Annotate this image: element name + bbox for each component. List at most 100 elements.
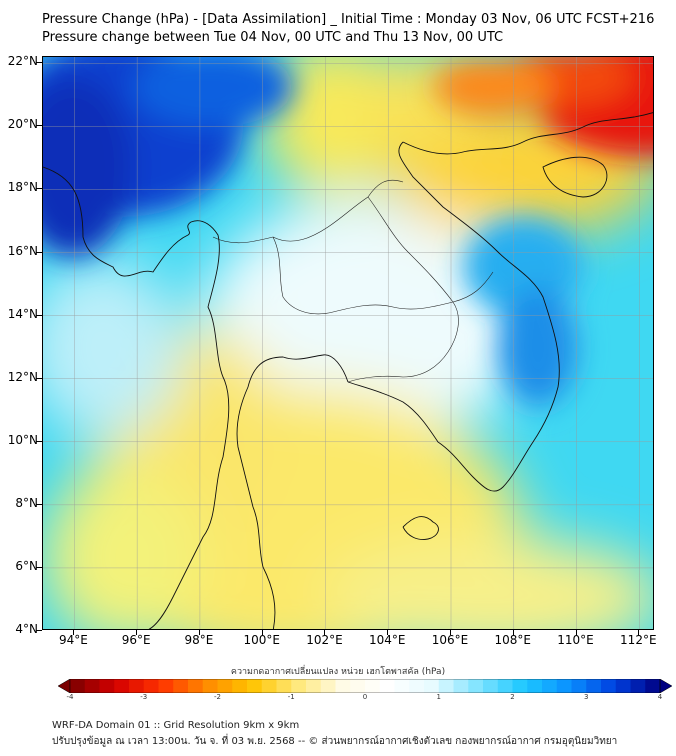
colorbar-tick-label: 1 <box>436 693 441 701</box>
colorbar-cell <box>291 679 307 693</box>
graticule <box>43 57 653 629</box>
chart-subtitle: Pressure change between Tue 04 Nov, 00 U… <box>42 30 504 45</box>
chart-title: Pressure Change (hPa) - [Data Assimilati… <box>42 12 655 27</box>
lat-tick-label: 22°N <box>7 54 38 69</box>
lat-tick-mark <box>36 62 42 64</box>
lat-tick-mark <box>36 251 42 253</box>
colorbar-cell <box>158 679 174 693</box>
lon-tick-mark <box>324 630 326 635</box>
colorbar-cell <box>630 679 646 693</box>
colorbar-cell <box>306 679 322 693</box>
colorbar-title: ความกดอากาศเปลี่ยนแปลง หน่วย เฮกโตพาสคัล… <box>230 667 446 677</box>
colorbar-cell <box>276 679 292 693</box>
colorbar-cell <box>129 679 145 693</box>
colorbar-tick-label: -3 <box>140 693 148 701</box>
lon-tick-label: 102°E <box>306 633 343 647</box>
colorbar-cell <box>173 679 189 693</box>
colorbar-cell <box>261 679 277 693</box>
lon-tick-label: 112°E <box>620 633 657 647</box>
lat-tick-label: 18°N <box>7 180 38 195</box>
colorbar-cell <box>217 679 233 693</box>
lat-tick-mark <box>36 440 42 442</box>
colorbar-tick-label: 0 <box>362 693 368 701</box>
lat-tick-mark <box>36 188 42 190</box>
lon-tick-mark <box>198 630 200 635</box>
lon-tick-label: 108°E <box>494 633 532 647</box>
colorbar-cell <box>335 679 351 693</box>
lon-tick-mark <box>638 630 640 635</box>
colorbar <box>58 679 672 693</box>
pressure-change-map <box>42 56 654 630</box>
lon-tick-mark <box>512 630 514 635</box>
lat-tick-label: 6°N <box>15 558 38 573</box>
colorbar-tick-label: 4 <box>657 693 663 701</box>
colorbar-cell <box>527 679 543 693</box>
colorbar-cell <box>350 679 366 693</box>
lat-tick-mark <box>36 630 42 631</box>
colorbar-cell <box>571 679 587 693</box>
colorbar-cell <box>188 679 204 693</box>
lon-tick-label: 96°E <box>121 633 151 647</box>
lon-tick-mark <box>575 630 577 635</box>
colorbar-cell <box>202 679 218 693</box>
lon-tick-mark <box>450 630 451 635</box>
colorbar-cell <box>497 679 513 693</box>
colorbar-tick-label: 2 <box>510 693 515 701</box>
colorbar-cell <box>320 679 336 693</box>
colorbar-cell <box>247 679 263 693</box>
lon-tick-label: 104°E <box>368 633 406 647</box>
footer-model-info: WRF-DA Domain 01 :: Grid Resolution 9km … <box>52 720 300 731</box>
pressure-field-shading <box>43 57 653 629</box>
colorbar-cell <box>70 679 86 693</box>
colorbar-cell <box>114 679 130 693</box>
lon-tick-mark <box>73 630 75 635</box>
colorbar-cell <box>365 679 381 693</box>
colorbar-cell <box>512 679 528 693</box>
colorbar-border <box>69 679 661 693</box>
colorbar-cell <box>379 679 395 693</box>
colorbar-cell <box>615 679 631 693</box>
lat-tick-mark <box>36 566 42 568</box>
lon-tick-label: 106°E <box>431 633 469 647</box>
colorbar-tick-label: 3 <box>584 693 589 701</box>
lat-tick-mark <box>36 314 42 316</box>
lat-tick-label: 16°N <box>7 243 38 258</box>
country-borders <box>212 179 494 383</box>
colorbar-cell <box>99 679 115 693</box>
lat-tick-label: 4°N <box>15 622 38 636</box>
lon-tick-label: 100°E <box>243 633 280 647</box>
lon-tick-label: 98°E <box>184 633 214 647</box>
colorbar-cell <box>645 679 661 693</box>
colorbar-min-arrow <box>58 679 71 693</box>
colorbar-cell <box>601 679 617 693</box>
coastlines <box>43 112 653 629</box>
colorbar-tick-label: -1 <box>287 693 295 701</box>
colorbar-tick-label: -4 <box>66 693 74 701</box>
lat-tick-label: 12°N <box>7 369 38 384</box>
pressure-field-extremes <box>43 57 653 407</box>
lat-tick-label: 10°N <box>7 432 38 447</box>
lat-tick-label: 20°N <box>7 117 38 132</box>
lat-tick-label: 14°N <box>7 306 38 321</box>
colorbar-tick-label: -2 <box>214 693 221 701</box>
colorbar-cell <box>438 679 454 693</box>
footer-update-info: ปรับปรุงข้อมูล ณ เวลา 13:00น. วัน จ. ที่… <box>52 736 618 747</box>
lon-tick-label: 110°E <box>557 633 594 647</box>
lat-tick-mark <box>36 377 42 379</box>
colorbar-cell <box>84 679 100 693</box>
colorbar-cell <box>468 679 484 693</box>
colorbar-cell <box>424 679 440 693</box>
colorbar-cell <box>232 679 248 693</box>
colorbar-cell <box>556 679 572 693</box>
colorbar-cell <box>453 679 469 693</box>
lon-tick-label: 94°E <box>58 633 88 647</box>
lon-tick-mark <box>136 630 138 635</box>
lon-tick-mark <box>261 630 263 635</box>
colorbar-max-arrow <box>659 679 672 693</box>
colorbar-cell <box>483 679 499 693</box>
colorbar-cell <box>409 679 425 693</box>
lon-tick-mark <box>387 630 389 635</box>
colorbar-cell <box>542 679 558 693</box>
colorbar-cell <box>394 679 410 693</box>
colorbar-cell <box>143 679 159 693</box>
